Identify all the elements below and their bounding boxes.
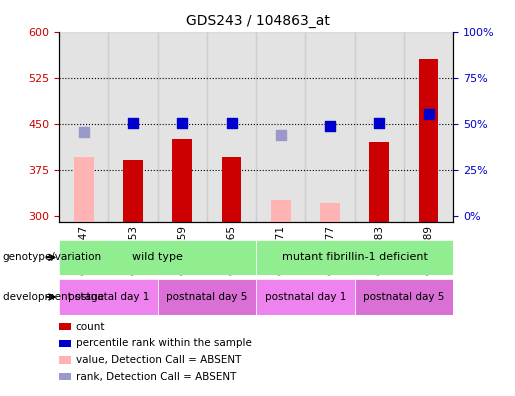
Text: postnatal day 5: postnatal day 5 <box>363 292 444 302</box>
Bar <box>369 142 389 222</box>
Bar <box>320 204 340 222</box>
Point <box>375 120 384 126</box>
Text: development stage: development stage <box>3 292 104 302</box>
Text: genotype/variation: genotype/variation <box>3 252 101 263</box>
Bar <box>109 32 158 222</box>
Text: postnatal day 5: postnatal day 5 <box>166 292 248 302</box>
Bar <box>355 279 453 315</box>
Bar <box>59 32 109 222</box>
Point <box>80 129 88 135</box>
Bar <box>404 32 453 222</box>
Text: percentile rank within the sample: percentile rank within the sample <box>76 338 252 348</box>
Bar <box>207 32 256 222</box>
Bar <box>158 279 256 315</box>
Bar <box>158 32 207 222</box>
Text: value, Detection Call = ABSENT: value, Detection Call = ABSENT <box>76 355 241 365</box>
Point <box>228 120 236 126</box>
Bar <box>305 32 355 222</box>
Bar <box>59 279 158 315</box>
Text: GDS243 / 104863_at: GDS243 / 104863_at <box>185 14 330 28</box>
Bar <box>355 32 404 222</box>
Text: postnatal day 1: postnatal day 1 <box>265 292 346 302</box>
Text: wild type: wild type <box>132 252 183 263</box>
Bar <box>222 157 242 222</box>
Point <box>277 131 285 138</box>
Point <box>178 120 186 126</box>
Bar <box>256 240 453 275</box>
Point <box>424 111 433 118</box>
Text: postnatal day 1: postnatal day 1 <box>68 292 149 302</box>
Bar <box>256 32 305 222</box>
Text: mutant fibrillin-1 deficient: mutant fibrillin-1 deficient <box>282 252 427 263</box>
Bar <box>123 160 143 222</box>
Bar <box>271 200 290 222</box>
Bar <box>419 59 438 222</box>
Point <box>129 120 137 126</box>
Bar <box>74 157 94 222</box>
Bar <box>173 139 192 222</box>
Point <box>326 123 334 129</box>
Bar <box>59 240 256 275</box>
Bar <box>256 279 355 315</box>
Text: count: count <box>76 322 105 332</box>
Text: rank, Detection Call = ABSENT: rank, Detection Call = ABSENT <box>76 371 236 382</box>
